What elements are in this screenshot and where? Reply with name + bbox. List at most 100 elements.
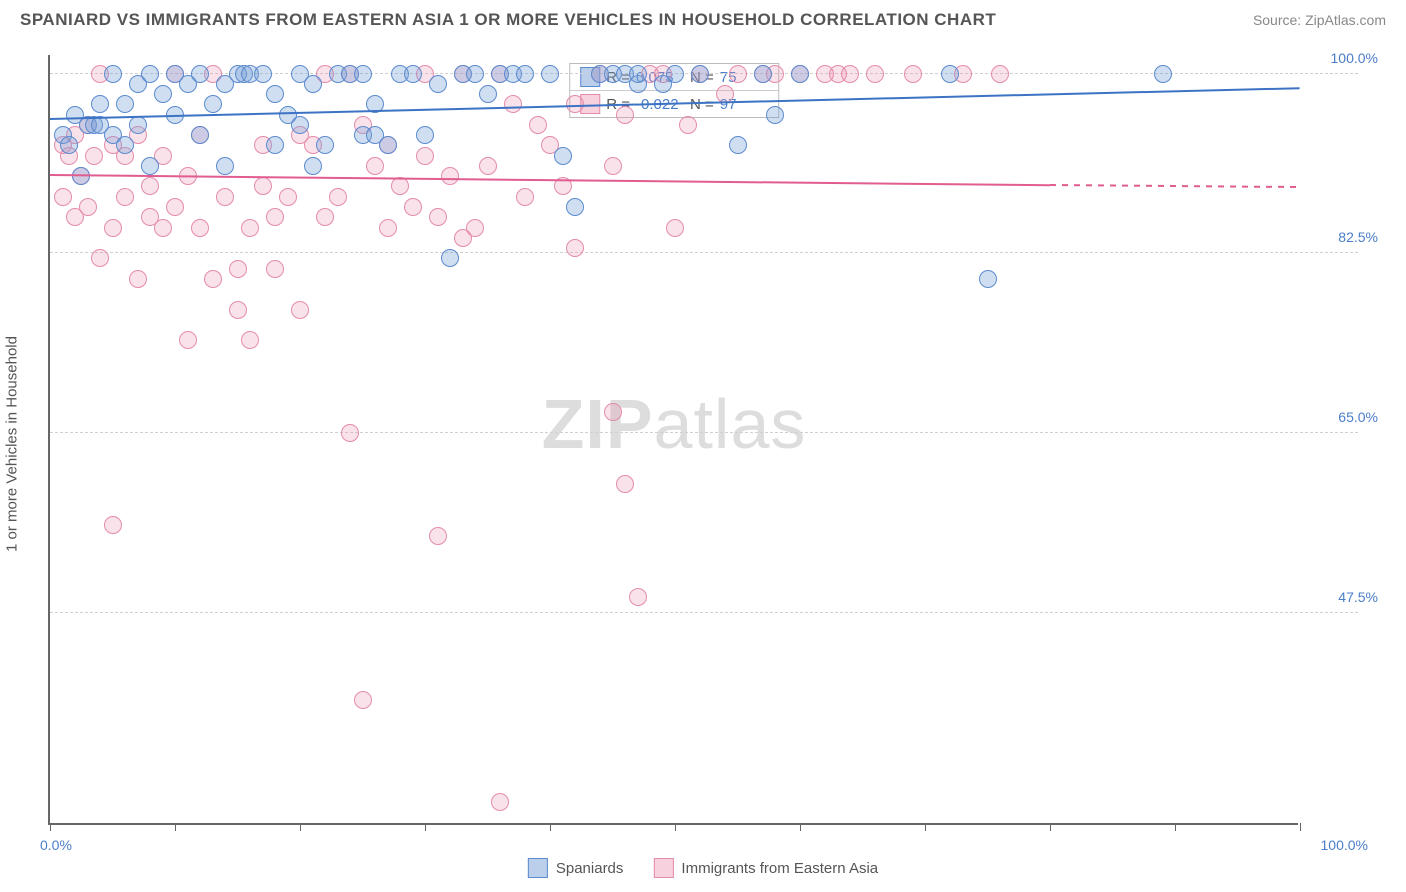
data-point (391, 177, 409, 195)
data-point (729, 136, 747, 154)
data-point (791, 65, 809, 83)
data-point (941, 65, 959, 83)
data-point (366, 157, 384, 175)
x-tick (550, 823, 551, 831)
data-point (841, 65, 859, 83)
data-point (754, 65, 772, 83)
data-point (141, 157, 159, 175)
data-point (479, 85, 497, 103)
data-point (604, 157, 622, 175)
data-point (729, 65, 747, 83)
data-point (116, 136, 134, 154)
chart-source: Source: ZipAtlas.com (1253, 12, 1386, 28)
y-tick-label: 100.0% (1331, 50, 1378, 66)
x-tick (1300, 823, 1301, 831)
data-point (216, 188, 234, 206)
data-point (141, 177, 159, 195)
data-point (191, 219, 209, 237)
data-point (341, 424, 359, 442)
data-point (229, 260, 247, 278)
data-point (904, 65, 922, 83)
data-point (666, 65, 684, 83)
x-tick (175, 823, 176, 831)
data-point (679, 116, 697, 134)
data-point (204, 270, 222, 288)
data-point (216, 157, 234, 175)
data-point (541, 65, 559, 83)
swatch-blue (528, 858, 548, 878)
x-origin-label: 0.0% (40, 837, 72, 853)
data-point (766, 106, 784, 124)
x-tick (50, 823, 51, 831)
data-point (616, 106, 634, 124)
trend-line (1050, 184, 1300, 188)
data-point (279, 188, 297, 206)
gridline (50, 612, 1358, 613)
data-point (104, 219, 122, 237)
data-point (291, 301, 309, 319)
data-point (329, 188, 347, 206)
swatch-pink (653, 858, 673, 878)
y-tick-label: 47.5% (1338, 589, 1378, 605)
data-point (179, 331, 197, 349)
series-legend: Spaniards Immigrants from Eastern Asia (528, 858, 878, 878)
data-point (266, 136, 284, 154)
gridline (50, 432, 1358, 433)
data-point (291, 116, 309, 134)
data-point (116, 95, 134, 113)
data-point (241, 331, 259, 349)
data-point (191, 65, 209, 83)
data-point (254, 177, 272, 195)
chart-wrap: 1 or more Vehicles in Household ZIPatlas… (48, 55, 1386, 832)
gridline (50, 252, 1358, 253)
data-point (91, 95, 109, 113)
chart-header: SPANIARD VS IMMIGRANTS FROM EASTERN ASIA… (0, 0, 1406, 38)
data-point (266, 208, 284, 226)
data-point (516, 65, 534, 83)
x-tick (925, 823, 926, 831)
data-point (229, 301, 247, 319)
data-point (516, 188, 534, 206)
data-point (204, 95, 222, 113)
data-point (466, 219, 484, 237)
x-tick (1050, 823, 1051, 831)
data-point (354, 65, 372, 83)
x-tick (300, 823, 301, 831)
data-point (154, 219, 172, 237)
data-point (316, 136, 334, 154)
data-point (441, 249, 459, 267)
x-tick (675, 823, 676, 831)
data-point (116, 188, 134, 206)
x-max-label: 100.0% (1321, 837, 1368, 853)
data-point (566, 198, 584, 216)
chart-title: SPANIARD VS IMMIGRANTS FROM EASTERN ASIA… (20, 10, 996, 30)
data-point (441, 167, 459, 185)
data-point (379, 219, 397, 237)
data-point (241, 219, 259, 237)
y-tick-label: 82.5% (1338, 229, 1378, 245)
data-point (491, 793, 509, 811)
data-point (866, 65, 884, 83)
data-point (404, 65, 422, 83)
data-point (91, 249, 109, 267)
data-point (141, 65, 159, 83)
x-tick (800, 823, 801, 831)
y-tick-label: 65.0% (1338, 409, 1378, 425)
data-point (79, 198, 97, 216)
watermark: ZIPatlas (542, 384, 807, 464)
data-point (304, 75, 322, 93)
data-point (304, 157, 322, 175)
data-point (504, 95, 522, 113)
data-point (266, 85, 284, 103)
data-point (616, 475, 634, 493)
data-point (154, 85, 172, 103)
data-point (85, 147, 103, 165)
data-point (529, 116, 547, 134)
data-point (104, 65, 122, 83)
trend-line (50, 174, 1050, 186)
legend-item-blue: Spaniards (528, 858, 624, 878)
x-tick (425, 823, 426, 831)
data-point (479, 157, 497, 175)
data-point (1154, 65, 1172, 83)
data-point (416, 147, 434, 165)
